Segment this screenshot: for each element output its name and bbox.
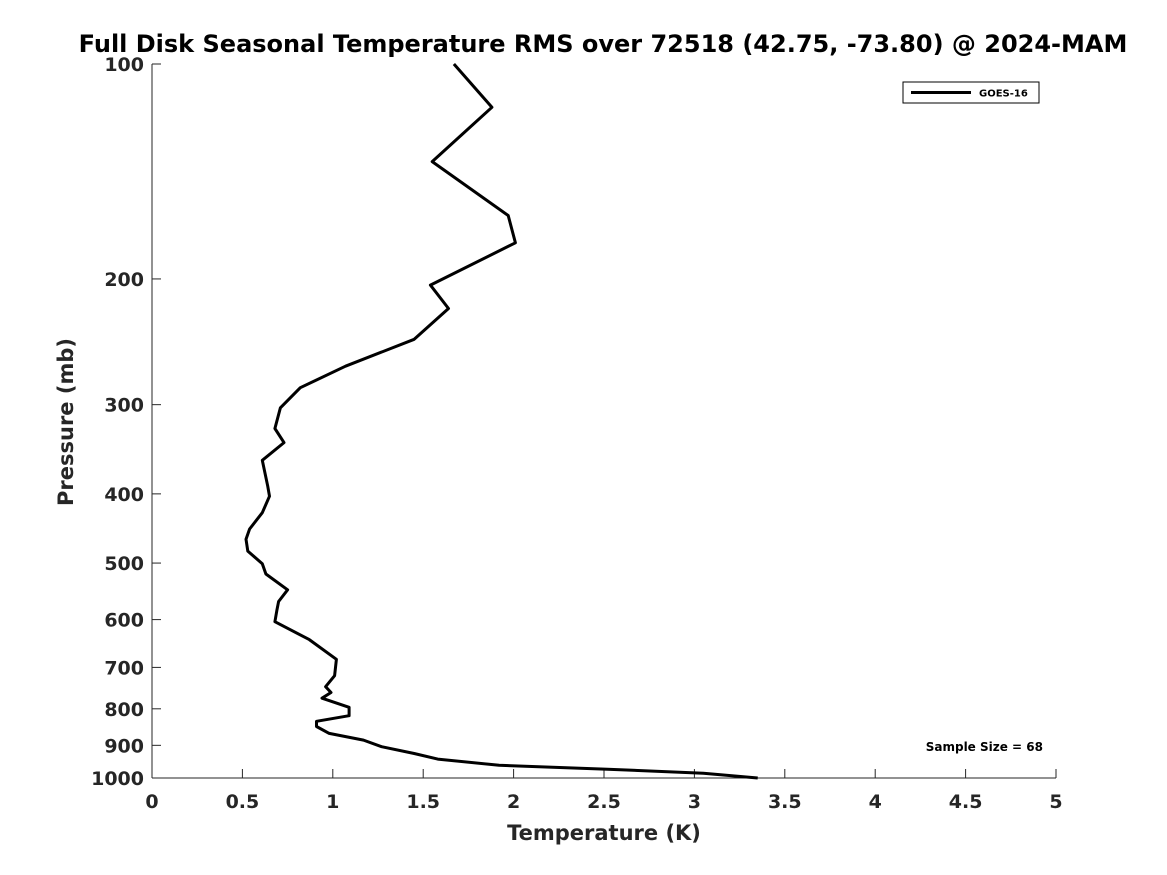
y-tick-label: 900	[104, 735, 144, 757]
legend-label: GOES-16	[979, 89, 1028, 100]
y-tick-label: 100	[104, 54, 144, 76]
y-tick-label: 700	[104, 657, 144, 679]
legend: GOES-16	[902, 81, 1040, 104]
x-axis-ticks: 0 0.5 1 1.5 2 2.5 3 3.5 4 4.5 5	[145, 769, 1063, 813]
sample-size-annotation: Sample Size = 68	[926, 740, 1043, 754]
x-tick-label: 1.5	[406, 791, 440, 813]
y-tick-label: 300	[104, 395, 144, 417]
x-tick-label: 2.5	[587, 791, 621, 813]
series-layer	[244, 63, 758, 780]
x-tick-label: 3	[688, 791, 701, 813]
y-tick-label: 500	[104, 553, 144, 575]
y-tick-label: 200	[104, 269, 144, 291]
series-line	[244, 63, 758, 780]
y-tick-label: 400	[104, 484, 144, 506]
plot-area: 0 0.5 1 1.5 2 2.5 3 3.5 4 4.5 5 100 200 300 400 500 600…	[91, 54, 1063, 813]
y-axis-ticks: 100 200 300 400 500 600 700 800 900 1000	[91, 54, 161, 790]
x-tick-label: 4	[869, 791, 882, 813]
x-tick-label: 5	[1049, 791, 1062, 813]
x-tick-label: 0	[145, 791, 158, 813]
x-tick-label: 0.5	[226, 791, 260, 813]
x-tick-label: 2	[507, 791, 520, 813]
x-axis-label: Temperature (K)	[507, 821, 701, 845]
y-tick-label: 600	[104, 610, 144, 632]
y-tick-label: 800	[104, 699, 144, 721]
y-tick-label: 1000	[91, 768, 144, 790]
y-axis-label: Pressure (mb)	[54, 338, 78, 506]
x-tick-label: 4.5	[949, 791, 983, 813]
x-tick-label: 1	[326, 791, 339, 813]
x-tick-label: 3.5	[768, 791, 802, 813]
chart-title: Full Disk Seasonal Temperature RMS over …	[79, 30, 1128, 58]
